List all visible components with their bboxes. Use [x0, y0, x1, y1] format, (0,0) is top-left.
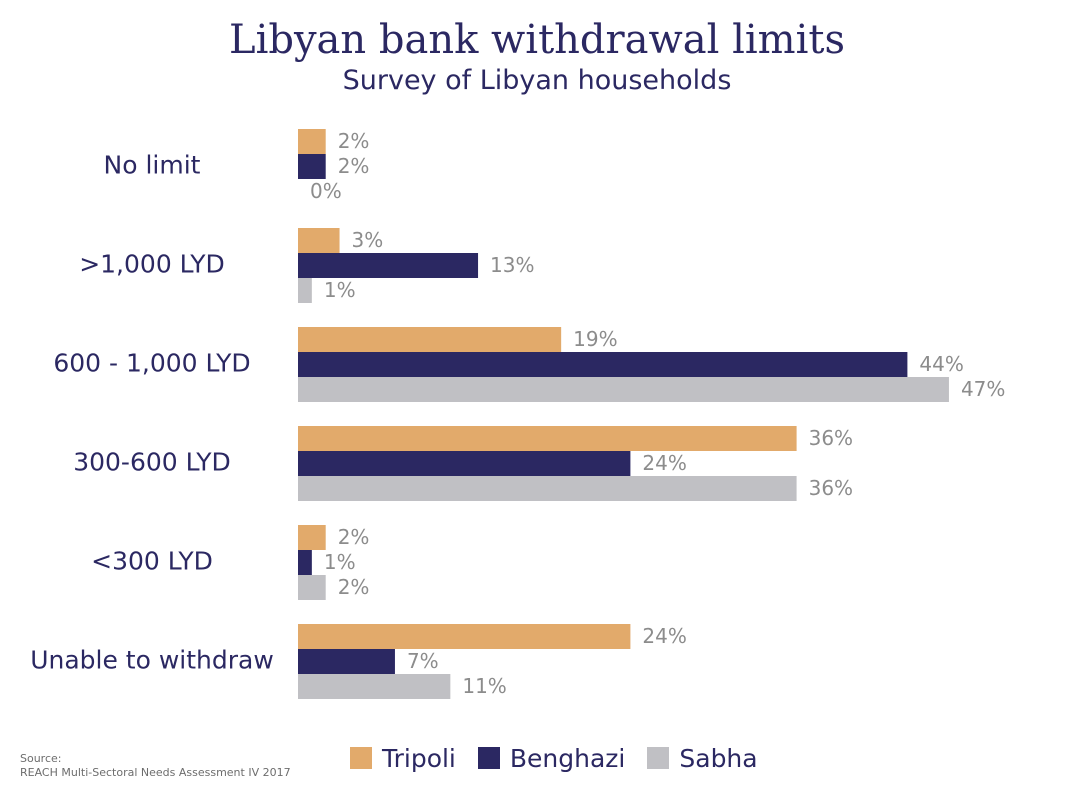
source-note: Source: REACH Multi-Sectoral Needs Asses… [20, 752, 291, 780]
legend-item-benghazi: Benghazi [477, 743, 626, 773]
bar-tripoli [298, 228, 340, 253]
legend-item-sabha: Sabha [647, 743, 758, 773]
category-label: 600 - 1,000 LYD [53, 349, 250, 378]
data-label: 7% [407, 649, 439, 673]
category-labels: No limit >1,000 LYD 600 - 1,000 LYD 300-600… [30, 151, 274, 675]
category-label: No limit [104, 151, 201, 180]
data-label: 1% [324, 278, 356, 302]
data-label: 47% [961, 377, 1005, 401]
bar-tripoli [298, 426, 797, 451]
data-label: 11% [462, 674, 506, 698]
data-label: 24% [642, 451, 686, 475]
category-label: <300 LYD [91, 547, 213, 576]
bar-tripoli [298, 129, 326, 154]
legend-item-tripoli: Tripoli [350, 744, 456, 773]
legend-swatch-tripoli [350, 747, 372, 769]
bar-benghazi [298, 550, 312, 575]
bar-tripoli [298, 327, 562, 352]
category-label: 300-600 LYD [73, 448, 231, 477]
bar-sabha [298, 476, 797, 501]
bar-sabha [298, 278, 312, 303]
data-label: 0% [310, 179, 342, 203]
chart-title: Libyan bank withdrawal limits [229, 17, 845, 63]
bar-tripoli [298, 624, 631, 649]
bar-sabha [298, 377, 949, 402]
data-label: 24% [642, 624, 686, 648]
data-label: 3% [352, 228, 384, 252]
legend: Tripoli Benghazi Sabha [350, 738, 780, 778]
bar-benghazi [298, 253, 479, 278]
bar-benghazi [298, 352, 908, 377]
bar-tripoli [298, 525, 326, 550]
source-text: REACH Multi-Sectoral Needs Assessment IV… [20, 766, 291, 779]
legend-swatch-sabha [647, 747, 670, 769]
data-label: 2% [338, 129, 370, 153]
bar-benghazi [298, 451, 631, 476]
chart-subtitle: Survey of Libyan households [342, 65, 732, 96]
bar-sabha [298, 674, 451, 699]
source-label: Source: [20, 752, 62, 765]
legend-label-tripoli: Tripoli [382, 743, 456, 773]
data-label: 36% [809, 426, 853, 450]
legend-swatch-benghazi [477, 747, 500, 769]
legend-label-benghazi: Benghazi [509, 743, 626, 773]
legend-label-sabha: Sabha [679, 743, 758, 773]
data-label: 2% [338, 525, 370, 549]
data-label: 19% [573, 327, 617, 351]
data-label: 44% [919, 352, 963, 376]
value-labels: 2%2%0%3%13%1%19%44%47%36%24%36%2%1%2%24%… [310, 129, 1005, 698]
data-label: 2% [338, 154, 370, 178]
category-label: >1,000 LYD [79, 250, 225, 279]
bar-sabha [298, 575, 326, 600]
bar-benghazi [298, 649, 395, 674]
bar-benghazi [298, 154, 326, 179]
bars-group [298, 129, 949, 699]
data-label: 13% [490, 253, 534, 277]
data-label: 2% [338, 575, 370, 599]
data-label: 1% [324, 550, 356, 574]
category-label: Unable to withdraw [30, 646, 274, 675]
data-label: 36% [809, 476, 853, 500]
